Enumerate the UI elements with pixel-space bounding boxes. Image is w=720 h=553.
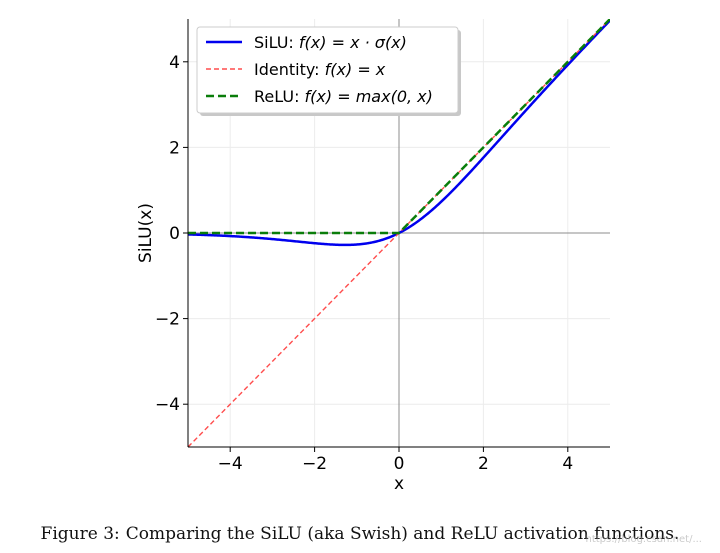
caption-label: Figure 3:: [40, 524, 120, 544]
legend-label-formula: f(x) = x: [325, 60, 386, 79]
legend-label-formula: f(x) = x · σ(x): [299, 33, 407, 52]
x-tick-label: 0: [394, 454, 405, 474]
watermark: https://blog.csdn.net/...: [585, 534, 702, 545]
legend-label-prefix: SiLU:: [254, 33, 299, 52]
y-tick-label: −4: [155, 395, 180, 415]
series-line-relu: [188, 19, 610, 235]
legend: SiLU: f(x) = x · σ(x) Identity: f(x) = x R…: [196, 26, 461, 116]
y-axis-label: SiLU(x): [136, 203, 156, 263]
legend-box: [196, 26, 459, 114]
legend-label-prefix: ReLU:: [254, 87, 305, 106]
x-tick-label: 2: [478, 454, 489, 474]
y-tick-label: −2: [155, 310, 180, 330]
y-tick-label: 4: [169, 53, 180, 73]
x-tick-label: 4: [562, 454, 573, 474]
tick-labels: −4 −2 0 2 4 −4 −2 0 2 4: [155, 53, 573, 474]
y-tick-label: 2: [169, 138, 180, 158]
legend-label-prefix: Identity:: [254, 60, 325, 79]
figure-caption: Figure 3: Comparing the SiLU (aka Swish) …: [0, 524, 720, 544]
x-axis-label: x: [394, 474, 404, 494]
y-tick-label: 0: [169, 224, 180, 244]
plot-series: [188, 19, 610, 447]
legend-label-silu: SiLU: f(x) = x · σ(x): [254, 33, 407, 52]
x-tick-label: −4: [218, 454, 243, 474]
legend-label-identity: Identity: f(x) = x: [254, 60, 386, 79]
legend-label-formula: f(x) = max(0, x): [305, 87, 433, 106]
legend-label-relu: ReLU: f(x) = max(0, x): [254, 87, 433, 106]
x-tick-label: −2: [302, 454, 327, 474]
caption-text: Comparing the SiLU (aka Swish) and ReLU …: [125, 524, 680, 544]
chart: −4 −2 0 2 4 −4 −2 0 2 4 x SiLU(x) SiLU: f(x) = x …: [136, 19, 610, 494]
